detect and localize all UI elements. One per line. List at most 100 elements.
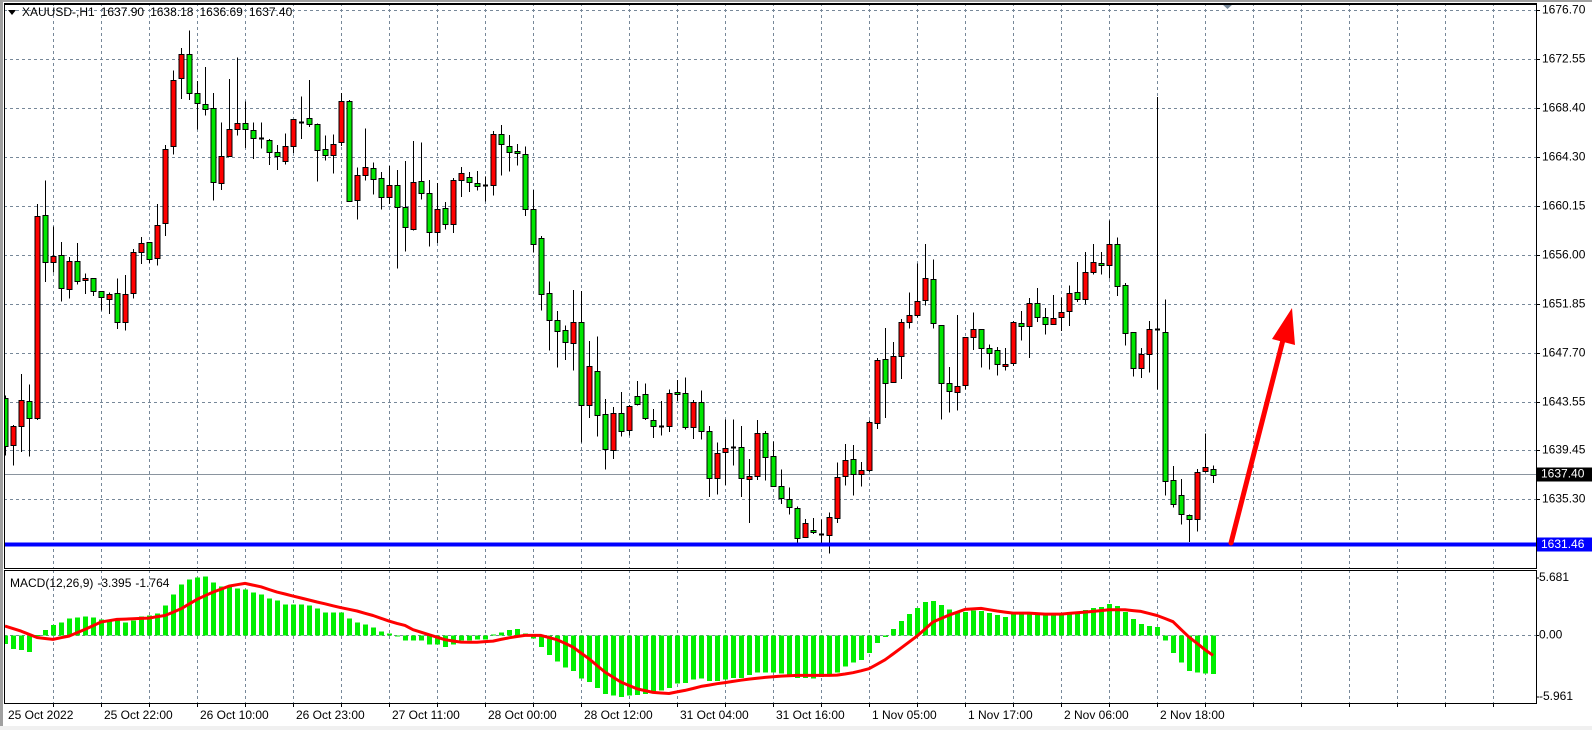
candle bbox=[898, 319, 905, 379]
candle-body-bullish bbox=[922, 278, 929, 301]
candle bbox=[1010, 320, 1017, 366]
main-pane bbox=[5, 4, 1536, 568]
macd-histogram-bar bbox=[763, 635, 768, 673]
macd-histogram-bar bbox=[11, 635, 16, 649]
candle-body-bearish bbox=[1186, 515, 1193, 520]
candle-body-bullish bbox=[914, 301, 921, 316]
macd-histogram-bar bbox=[1195, 635, 1200, 673]
candle bbox=[978, 329, 985, 368]
candle bbox=[483, 176, 488, 202]
chart-shift-marker-icon[interactable] bbox=[1222, 4, 1233, 9]
candle bbox=[490, 130, 497, 196]
close-value: 1637.40 bbox=[248, 5, 293, 19]
candle bbox=[1098, 251, 1105, 275]
candle-body-bullish bbox=[626, 406, 633, 431]
candle-body-bullish bbox=[1146, 329, 1153, 355]
candle-body-bearish bbox=[74, 261, 81, 282]
macd-histogram-bar bbox=[859, 635, 864, 660]
candle bbox=[602, 398, 609, 470]
candle-body-bullish bbox=[162, 149, 169, 224]
candle bbox=[170, 70, 177, 155]
candle-body-bullish bbox=[858, 470, 865, 475]
candle-body-bearish bbox=[242, 123, 249, 130]
candle-body-bearish bbox=[938, 325, 945, 384]
candle bbox=[882, 328, 889, 418]
symbol-timeframe: XAUUSD-,H1 bbox=[22, 5, 95, 19]
candle-body-bearish bbox=[498, 134, 505, 145]
candle-body-bearish bbox=[978, 329, 985, 349]
candle-body-bullish bbox=[434, 209, 441, 233]
candle bbox=[962, 337, 969, 390]
macd-histogram-bar bbox=[939, 605, 944, 636]
candle bbox=[778, 469, 785, 504]
candle-body-bearish bbox=[466, 177, 473, 183]
candle bbox=[338, 92, 345, 147]
candle-body-bearish bbox=[994, 350, 1001, 365]
triangle-down-icon[interactable] bbox=[8, 9, 16, 15]
candle bbox=[1002, 348, 1009, 371]
price-axis-label: 1647.70 bbox=[1542, 346, 1586, 360]
candle-body-bullish bbox=[338, 101, 345, 143]
candle bbox=[586, 341, 593, 418]
macd-histogram-bar bbox=[635, 635, 640, 695]
macd-title: MACD(12,26,9) bbox=[10, 576, 94, 590]
chart-header: XAUUSD-,H1 1637.90 1638.18 1636.69 1637.… bbox=[8, 5, 292, 19]
candle bbox=[498, 124, 505, 176]
macd-histogram-bar bbox=[275, 600, 280, 636]
candle bbox=[386, 166, 393, 205]
price-axis-label: 1656.00 bbox=[1542, 248, 1586, 262]
candle-body-bearish bbox=[850, 459, 857, 475]
candle-body-bearish bbox=[322, 149, 329, 156]
candle bbox=[450, 178, 457, 233]
candle bbox=[1042, 307, 1049, 335]
candle-body-bullish bbox=[1026, 303, 1033, 327]
candle-body-bearish bbox=[522, 154, 529, 210]
candle-body-bullish bbox=[226, 129, 233, 157]
candle bbox=[146, 241, 153, 264]
candle bbox=[634, 381, 641, 406]
candle-body-bullish bbox=[874, 360, 881, 424]
candle-body-bearish bbox=[578, 322, 585, 406]
up-arrow-annotation[interactable] bbox=[1228, 308, 1295, 546]
candle bbox=[858, 462, 865, 487]
candle-body-bearish bbox=[562, 330, 569, 343]
candle bbox=[874, 358, 881, 429]
candle-body-bearish bbox=[1210, 469, 1217, 476]
macd-histogram-bar bbox=[1059, 614, 1064, 636]
candle-body-bullish bbox=[410, 182, 417, 230]
macd-histogram-bar bbox=[603, 635, 608, 694]
candle-body-bearish bbox=[250, 130, 257, 139]
candle-body-bearish bbox=[650, 420, 657, 427]
candle-body-bullish bbox=[586, 366, 593, 406]
candle bbox=[866, 420, 873, 473]
candle bbox=[114, 278, 121, 330]
macd-histogram-bar bbox=[1011, 613, 1016, 636]
candle bbox=[210, 92, 217, 201]
time-axis-label: 27 Oct 11:00 bbox=[392, 708, 460, 722]
candle bbox=[42, 180, 49, 282]
macd-histogram-bar bbox=[643, 635, 648, 694]
candle-body-bearish bbox=[370, 168, 377, 180]
candle bbox=[26, 384, 33, 457]
arrow-head bbox=[1272, 308, 1295, 345]
time-axis-label: 26 Oct 10:00 bbox=[200, 708, 269, 722]
macd-histogram-bar bbox=[715, 635, 720, 681]
candle bbox=[762, 430, 769, 481]
candle bbox=[554, 310, 561, 368]
macd-histogram-bar bbox=[867, 635, 872, 653]
macd-histogram-bar bbox=[779, 635, 784, 674]
candle-body-bearish bbox=[594, 371, 601, 416]
macd-histogram-bar bbox=[971, 610, 976, 636]
current-price-label-box bbox=[1537, 467, 1592, 482]
candle bbox=[1210, 465, 1217, 483]
macd-histogram-bar bbox=[955, 611, 960, 636]
candle-body-bearish bbox=[882, 359, 889, 384]
macd-histogram-bar bbox=[619, 635, 624, 697]
macd-histogram-bar bbox=[411, 635, 416, 641]
candle-body-bullish bbox=[170, 80, 177, 147]
macd-histogram-bar bbox=[891, 629, 896, 636]
candle-body-bullish bbox=[842, 460, 849, 477]
candle-body-bullish bbox=[490, 134, 497, 186]
macd-histogram-bar bbox=[787, 635, 792, 677]
